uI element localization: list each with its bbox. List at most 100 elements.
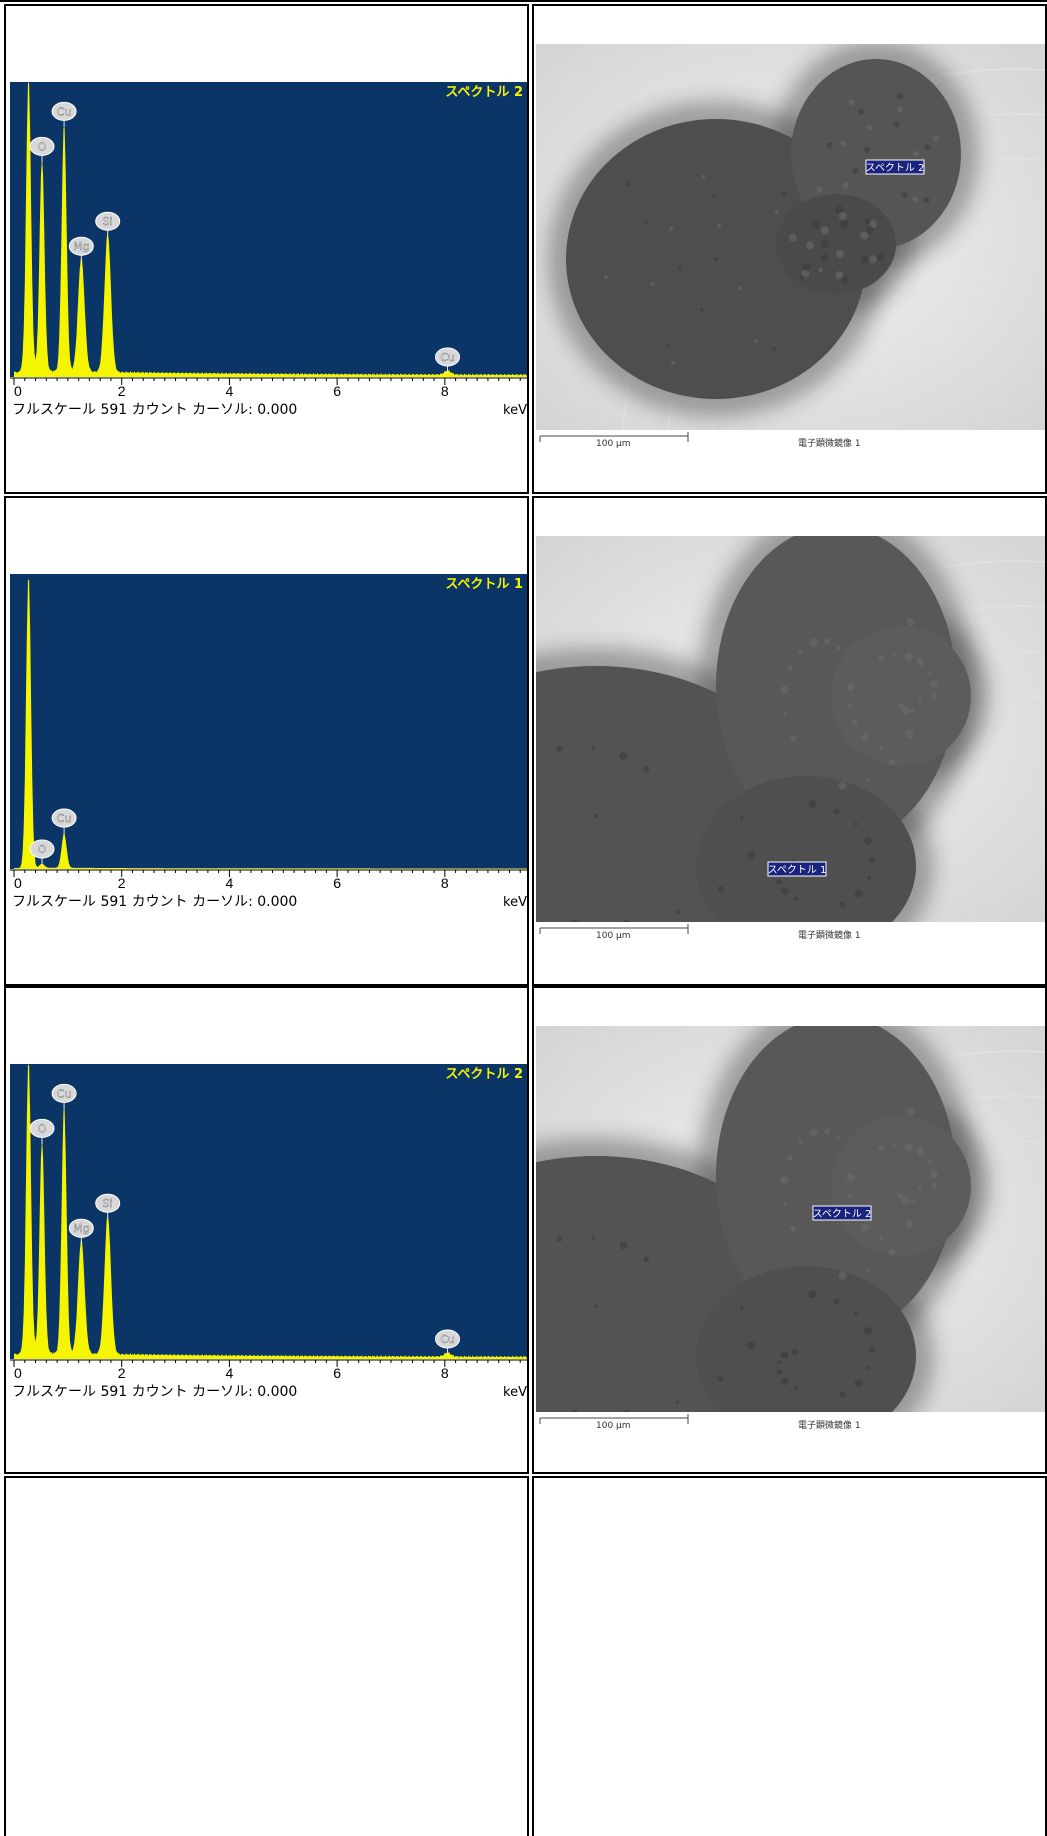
particle-texture (798, 1139, 803, 1144)
particle-texture (888, 1249, 895, 1256)
peak-label-o: O (29, 136, 55, 163)
particle-texture (924, 144, 931, 151)
particle-texture (896, 93, 903, 100)
particle-texture (901, 706, 910, 715)
empty-cell-left (4, 1476, 529, 1836)
particle-texture (846, 1173, 855, 1182)
particle-texture (820, 226, 829, 235)
particle-texture (854, 889, 863, 898)
spectrum-series (14, 579, 527, 869)
particle-texture (864, 218, 871, 225)
particle-texture (809, 638, 818, 647)
particle-texture (806, 241, 815, 250)
sem-caption: 電子顕微鏡像 1 (798, 437, 861, 449)
particle-texture (847, 1192, 852, 1197)
particle-texture (780, 1377, 789, 1386)
sem-marker-box (812, 1205, 872, 1221)
particle-texture (780, 887, 789, 896)
spectrum-cell-2: スペクトル 1 O Cu 0 2 4 6 8 フルスケール 591 カウント カーソル: 0.0… (4, 496, 529, 986)
particle-texture (594, 1304, 598, 1308)
particle-texture (867, 875, 872, 880)
sem-cell-1: スペクトル 2 100 μm 電子顕微鏡像 1 (532, 4, 1047, 494)
peak-label-text: Mg (73, 1222, 89, 1235)
eds-spectrum-3: スペクトル 2 O Cu Mg Si Cu 0 2 4 6 8 フルスケール 591 カウント カーソ… (10, 1064, 527, 1413)
particle-texture (670, 360, 675, 365)
particle-texture (917, 660, 924, 667)
particle-texture (917, 696, 922, 701)
particle-texture (929, 680, 938, 689)
sem-arc (620, 1050, 1045, 1446)
x-tick-label: 4 (226, 1365, 234, 1381)
particle-texture (556, 745, 563, 752)
particle-texture (835, 250, 844, 259)
particle-texture (927, 670, 932, 675)
spectrum-title: スペクトル 2 (445, 1067, 523, 1082)
spectrum-unit: keV (503, 1385, 527, 1400)
particle-texture (917, 1150, 924, 1157)
particle-texture (838, 1271, 847, 1280)
particle-texture (931, 1182, 938, 1189)
particle-texture (791, 1349, 798, 1356)
x-tick-label: 4 (226, 383, 234, 399)
peak-label-text: Cu (57, 812, 72, 825)
particle-texture (739, 815, 744, 820)
particle-texture (776, 1368, 783, 1375)
axis-area (10, 1359, 527, 1413)
particle-texture (774, 210, 779, 215)
particle-texture (717, 1375, 724, 1382)
particle-texture (669, 226, 674, 231)
particle-texture (893, 121, 900, 128)
sem-spectrum-marker: スペクトル 2 (812, 1205, 872, 1221)
peak-label-badge (68, 1218, 94, 1238)
particle-texture (824, 638, 831, 645)
x-tick-label: 2 (118, 383, 126, 399)
particle-texture (869, 1346, 876, 1353)
particle-texture (809, 1128, 818, 1137)
particle-texture (836, 645, 841, 650)
scale-bar-label: 100 μm (596, 1421, 631, 1431)
particle-texture (893, 1142, 898, 1147)
particle-texture (786, 1155, 793, 1162)
particle-texture (901, 1196, 910, 1205)
particle-texture (877, 1144, 884, 1151)
particle-texture (860, 231, 869, 240)
particle-texture (838, 211, 847, 220)
x-tick-label: 2 (118, 875, 126, 891)
particle (696, 1266, 916, 1446)
particle-texture (866, 124, 873, 131)
particle-texture (864, 836, 873, 845)
particle-texture (594, 814, 598, 818)
scale-bar-label: 100 μm (596, 439, 631, 449)
particle-texture (929, 1170, 938, 1179)
peak-label-o: O (29, 839, 55, 866)
sem-arc (755, 1185, 1045, 1446)
spectrum-series (14, 1064, 527, 1359)
sem-image-3: スペクトル 2 100 μm 電子顕微鏡像 1 (536, 1026, 1045, 1446)
particle-texture (739, 1305, 744, 1310)
particle-texture (851, 719, 858, 726)
particle-texture (714, 257, 718, 261)
spectrum-footer: フルスケール 591 カウント カーソル: 0.000 (12, 1384, 297, 1400)
particle-texture (780, 1175, 789, 1184)
particle-texture (619, 1241, 628, 1250)
particle-texture (603, 274, 608, 279)
particle-texture (867, 1365, 872, 1370)
sem-marker-box (865, 159, 925, 175)
peak-label-text: O (38, 1122, 47, 1135)
particle-texture (927, 1160, 932, 1165)
particle-texture (591, 1236, 596, 1241)
particle-texture (833, 808, 840, 815)
particle-texture (847, 702, 852, 707)
peak-label-badge (435, 347, 461, 367)
sem-image-1: スペクトル 2 100 μm 電子顕微鏡像 1 (536, 44, 1045, 464)
sem-arc (755, 695, 1045, 956)
particle-texture (812, 220, 821, 229)
particle-texture (717, 223, 722, 228)
particle-texture (820, 239, 829, 248)
peak-label-badge (95, 1193, 121, 1213)
scale-bar-label: 100 μm (596, 931, 631, 941)
particle-texture (893, 652, 898, 657)
sem-arc (710, 650, 1045, 956)
peak-label-cu: Cu (51, 101, 77, 128)
peak-label-text: O (38, 140, 47, 153)
